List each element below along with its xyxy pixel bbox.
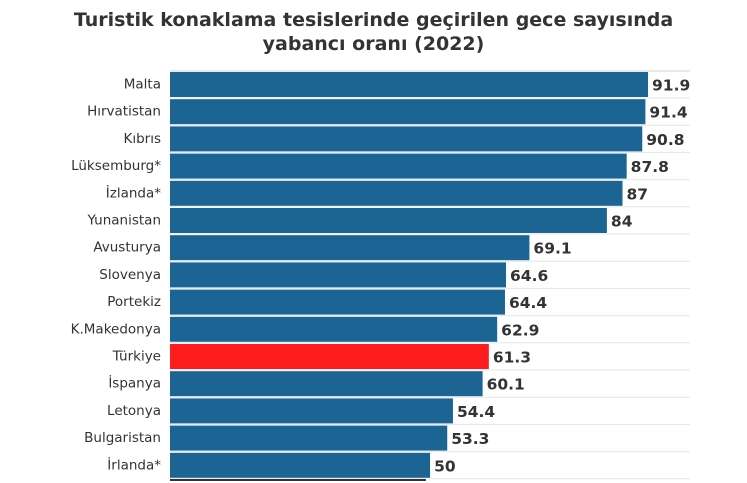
bar [170,99,646,125]
bar [170,398,453,424]
chart-title-line1: Turistik konaklama tesislerinde geçirile… [73,9,674,31]
value-label: 61.3 [493,349,531,367]
value-label: 91.4 [649,104,687,122]
category-label: K.Makedonya [71,321,161,337]
category-label: Malta [124,77,161,93]
value-label: 91.9 [652,77,690,95]
category-label: Letonya [107,403,161,419]
bar [170,153,627,179]
value-label: 90.8 [646,131,684,149]
category-label: Hırvatistan [87,104,161,120]
bar [170,289,505,315]
category-label: Türkiye [112,349,161,365]
value-label: 87.8 [631,158,669,176]
bar [170,344,489,369]
bar [170,425,448,451]
value-label: 64.4 [509,294,547,312]
category-label: Lüksemburg* [71,158,161,174]
bar [170,126,643,152]
category-label: Slovenya [99,267,161,283]
value-label: 54.4 [457,403,495,421]
bar [170,180,623,206]
category-label: İzlanda* [106,183,161,201]
category-label: Yunanistan [86,213,161,229]
value-label: 84 [611,213,633,231]
chart-title: Turistik konaklama tesislerinde geçirile… [0,8,747,56]
bar [170,452,431,478]
value-label: 69.1 [533,240,571,258]
bar [170,208,607,233]
category-label: Portekiz [107,294,161,310]
bar [170,371,483,397]
category-label: İspanya [108,374,161,392]
value-label: 60.1 [487,376,525,394]
bar [170,262,507,288]
value-label: 62.9 [501,321,539,339]
value-label: 87 [627,185,649,203]
category-label: Bulgaristan [84,430,161,446]
value-label: 64.6 [510,267,548,285]
value-label: 53.3 [451,430,489,448]
bar [170,235,530,261]
category-label: Avusturya [93,240,161,256]
bar [170,72,648,97]
category-label: İrlanda* [107,455,161,473]
category-label: Kıbrıs [123,131,161,147]
chart-title-line2: yabancı oranı (2022) [262,33,485,55]
bar [170,316,498,342]
value-label: 50 [434,457,456,475]
